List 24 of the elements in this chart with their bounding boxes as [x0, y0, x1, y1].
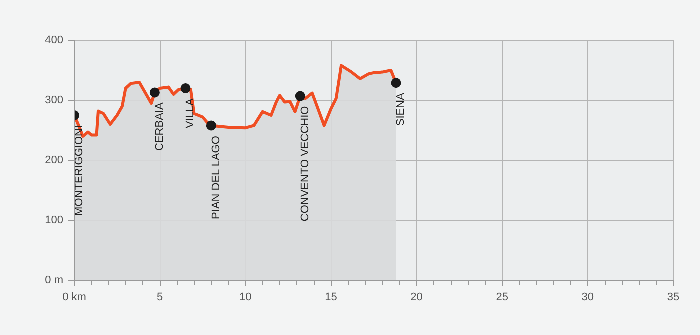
- point: [180, 84, 191, 94]
- x-tick-label: 30: [582, 292, 594, 304]
- annotation: MONTERIGGIONI: [74, 125, 86, 216]
- y-tick-label: 100: [45, 214, 64, 226]
- y-tick-label: 0 m: [45, 274, 64, 286]
- annotation: SIENA: [395, 92, 408, 126]
- y-tick-label: 200: [45, 154, 64, 166]
- annotation: CERBAIA: [154, 102, 166, 151]
- x-tick-label: 0 km: [62, 292, 86, 304]
- point: [391, 78, 402, 88]
- annotation: PIAN DEL LAGO: [210, 136, 222, 220]
- point: [206, 120, 216, 131]
- annotation: VILLA: [184, 98, 197, 128]
- annotation: CONVENTO VECCHIO: [299, 106, 312, 222]
- x-tick-label: 35: [667, 292, 680, 304]
- y-tick-label: 400: [45, 34, 64, 46]
- point: [295, 91, 306, 102]
- y-tick-label: 300: [45, 94, 64, 106]
- x-tick-label: 25: [496, 292, 508, 304]
- x-tick-label: 10: [240, 292, 252, 304]
- point: [150, 88, 160, 98]
- x-tick-label: 5: [157, 292, 164, 304]
- x-tick-label: 15: [325, 292, 338, 304]
- x-tick-label: 20: [410, 292, 423, 304]
